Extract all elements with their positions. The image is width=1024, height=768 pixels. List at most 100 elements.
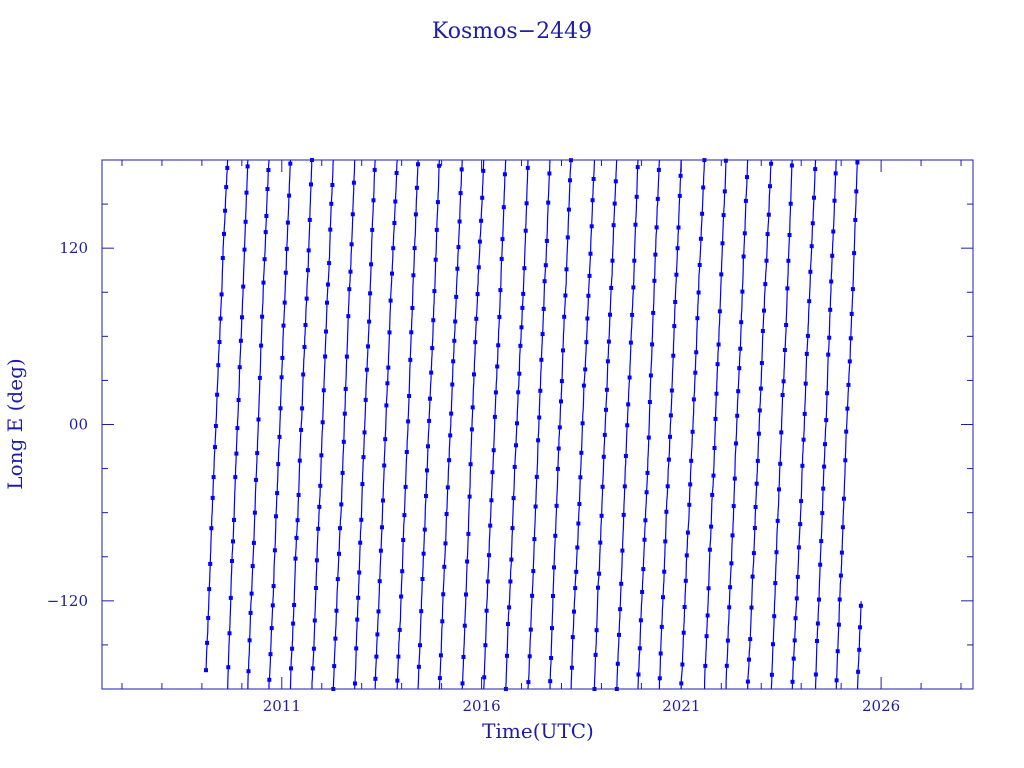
series-point	[456, 245, 461, 250]
series-point	[332, 664, 337, 669]
series-point	[459, 167, 464, 172]
x-tick-label: 2011	[263, 697, 301, 715]
data-layer	[204, 158, 863, 691]
series-point	[531, 569, 536, 574]
series-point	[242, 247, 247, 252]
series-point	[356, 595, 361, 600]
series-point	[320, 420, 325, 425]
series-point	[771, 642, 775, 647]
series-point	[401, 538, 406, 542]
series-point	[697, 263, 702, 267]
series-point	[276, 462, 281, 467]
series-point	[787, 233, 792, 237]
series-point	[858, 625, 862, 630]
series-point	[854, 189, 859, 194]
series-point	[381, 498, 385, 503]
series-point	[738, 346, 743, 351]
series-point	[564, 267, 569, 272]
plot-frame	[101, 159, 974, 690]
series-point	[428, 396, 432, 401]
series-point	[743, 198, 748, 203]
series-point	[525, 165, 530, 170]
series-point	[420, 577, 425, 581]
series-point	[304, 296, 309, 301]
series-point	[225, 165, 230, 170]
series-point	[843, 458, 848, 463]
series-point	[855, 160, 860, 165]
series-point	[376, 609, 381, 614]
series-point	[483, 643, 488, 648]
series-point	[270, 603, 275, 608]
series-point	[642, 537, 647, 542]
series-point	[453, 319, 458, 324]
series-point	[821, 486, 826, 491]
series-point	[523, 228, 528, 233]
series-point	[408, 357, 413, 362]
series-point	[334, 608, 339, 613]
series-point	[457, 219, 462, 224]
series-point	[597, 571, 602, 576]
series-point	[252, 510, 257, 515]
series-point	[747, 657, 751, 662]
series-point	[656, 167, 661, 172]
series-point	[409, 330, 414, 335]
series-point	[655, 196, 660, 201]
series-point	[470, 405, 475, 410]
series-point	[620, 548, 625, 553]
y-axis-label: Long E (deg)	[3, 358, 27, 489]
series-point	[500, 237, 505, 242]
series-point	[249, 591, 254, 596]
series-point	[568, 178, 572, 183]
series-point	[680, 662, 685, 667]
series-point	[468, 462, 473, 467]
series-point	[621, 512, 626, 517]
series-point	[501, 205, 506, 210]
series-point	[479, 218, 484, 223]
series-point	[346, 314, 351, 319]
series-point	[385, 381, 390, 386]
series-point	[543, 263, 548, 268]
series-point	[578, 475, 583, 480]
series-point	[412, 246, 417, 251]
series-point	[505, 653, 509, 658]
series-point	[732, 476, 737, 481]
series-point	[266, 168, 271, 172]
series-point	[577, 502, 582, 506]
series-point	[416, 162, 420, 167]
series-point	[626, 402, 631, 407]
series-point	[645, 470, 650, 475]
series-point	[301, 372, 306, 377]
series-point	[357, 570, 362, 575]
series-point	[238, 338, 243, 343]
series-point	[515, 421, 519, 426]
series-point	[264, 214, 269, 218]
series-point	[550, 626, 554, 631]
series-point	[384, 403, 389, 408]
series-point	[211, 475, 216, 480]
series-point	[813, 167, 818, 172]
series-point	[237, 365, 242, 370]
series-point	[774, 550, 779, 555]
series-point	[803, 381, 808, 386]
series-point	[461, 655, 466, 659]
series-point	[753, 505, 758, 509]
series-point	[351, 180, 356, 185]
series-point	[681, 630, 686, 635]
series-point	[540, 332, 545, 337]
series-point	[447, 458, 452, 463]
x-axis-label: Time(UTC)	[482, 719, 594, 743]
series-point	[559, 399, 563, 404]
series-point	[213, 424, 218, 428]
series-point	[499, 256, 504, 261]
series-point	[561, 348, 565, 353]
series-point	[701, 185, 706, 190]
series-point	[232, 517, 236, 522]
series-point	[394, 171, 399, 175]
series-point	[768, 184, 772, 189]
series-point	[278, 406, 283, 411]
series-point	[633, 222, 638, 227]
series-point	[780, 393, 785, 397]
series-point	[406, 419, 411, 424]
series-point	[610, 258, 615, 263]
